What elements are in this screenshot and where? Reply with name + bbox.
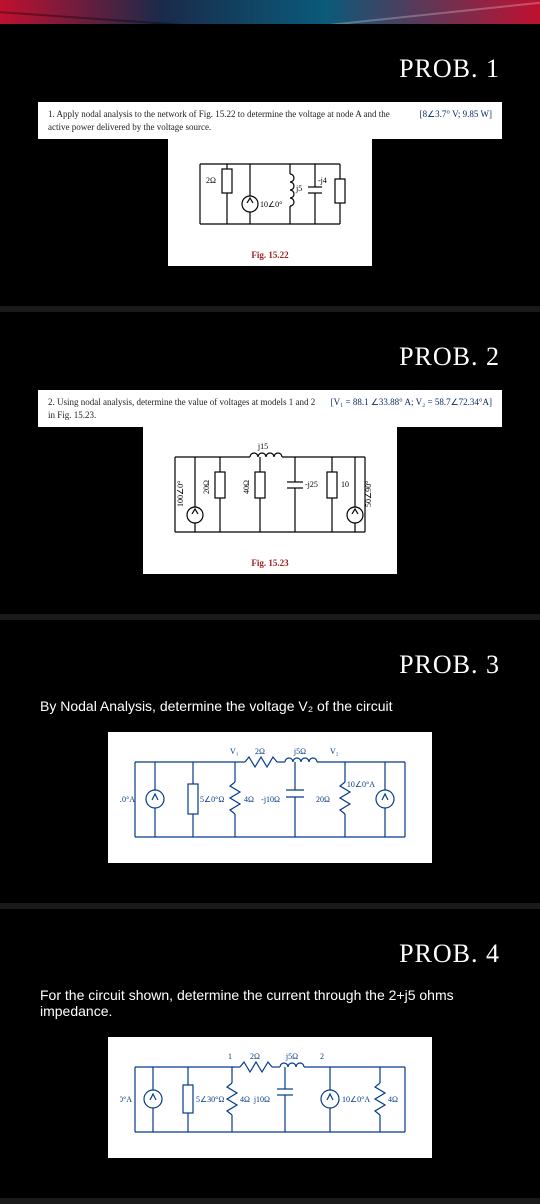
coil-label: j5 [295, 184, 302, 193]
z2-label: 4Ω [244, 795, 254, 804]
circuit-diagram-2: j15 100∠0° 20Ω 40Ω [155, 437, 385, 547]
r2-label: 40Ω [242, 480, 251, 494]
figure-caption: Fig. 15.23 [155, 558, 385, 568]
slide-title: PROB. 4 [20, 939, 500, 969]
src-l-label: 8∠0°A [120, 795, 135, 804]
top-r-label: 2Ω [250, 1052, 260, 1061]
figure-caption: Fig. 15.22 [180, 250, 360, 260]
z1-label: 5∠0°Ω [200, 795, 224, 804]
prob-number: 1. [48, 109, 55, 119]
figure-4: 1 2 2Ω j5Ω 8∠10°A [108, 1037, 432, 1158]
decorative-header [0, 0, 540, 24]
slide-prob-3: PROB. 3 By Nodal Analysis, determine the… [0, 620, 540, 909]
src-m-label: 10∠0°A [342, 1095, 370, 1104]
z2-label: 4Ω [240, 1095, 250, 1104]
problem-statement: 1. Apply nodal analysis to the network o… [38, 102, 502, 139]
src-r-label: 50∠90° [364, 481, 373, 507]
src-l-label: 100∠0° [176, 481, 185, 507]
z3-label: 4Ω [388, 1095, 398, 1104]
circuit-diagram-4: 1 2 2Ω j5Ω 8∠10°A [120, 1047, 420, 1147]
r1-label: 20Ω [202, 480, 211, 494]
cap-label: j10Ω [253, 1095, 270, 1104]
z1-label: 5∠30°Ω [196, 1095, 224, 1104]
slide-title: PROB. 2 [20, 342, 500, 372]
cap-label: -j10Ω [261, 795, 280, 804]
r3-label: 10 [341, 480, 349, 489]
problem-body: By Nodal Analysis, determine the voltage… [40, 698, 500, 714]
answer-text: [8∠3.7° V; 9.85 W] [420, 108, 492, 133]
z3-label: 20Ω [316, 795, 330, 804]
problem-body: For the circuit shown, determine the cur… [40, 987, 500, 1019]
n2-label: 2 [320, 1052, 324, 1061]
prob-text: Using nodal analysis, determine the valu… [48, 397, 315, 420]
answer-text: [V₁ = 88.1 ∠33.88° A; V₂ = 58.7∠72.34°A] [331, 396, 492, 421]
prob-text: Apply nodal analysis to the network of F… [48, 109, 390, 132]
top-l-label: j5Ω [285, 1052, 298, 1061]
problem-statement: 2. Using nodal analysis, determine the v… [38, 390, 502, 427]
slide-prob-2: PROB. 2 2. Using nodal analysis, determi… [0, 312, 540, 620]
slide-prob-4: PROB. 4 For the circuit shown, determine… [0, 909, 540, 1204]
circuit-diagram-1: 2Ω 10∠0° j5 -j4 [180, 149, 360, 239]
slide-prob-1: PROB. 1 1. Apply nodal analysis to the n… [0, 24, 540, 312]
v1-label: V₁ [230, 747, 239, 756]
figure-2: j15 100∠0° 20Ω 40Ω [143, 427, 397, 574]
src-label: 10∠0° [260, 200, 282, 209]
top-l-label: j5Ω [293, 747, 306, 756]
r-left-label: 2Ω [206, 176, 216, 185]
n1-label: 1 [228, 1052, 232, 1061]
top-r-label: 2Ω [255, 747, 265, 756]
slide-title: PROB. 1 [20, 54, 500, 84]
src-r-label: 10∠0°A [347, 780, 375, 789]
figure-1: 2Ω 10∠0° j5 -j4 Fig [168, 139, 372, 266]
v2-label: V₂ [330, 747, 339, 756]
circuit-diagram-3: V₁ V₂ 2Ω j5Ω 8∠ [120, 742, 420, 852]
slide-title: PROB. 3 [20, 650, 500, 680]
figure-3: V₁ V₂ 2Ω j5Ω 8∠ [108, 732, 432, 863]
prob-number: 2. [48, 397, 55, 407]
cap-label: -j25 [305, 480, 318, 489]
top-label: j15 [257, 442, 268, 451]
src-l-label: 8∠10°A [120, 1095, 132, 1104]
cap-label: -j4 [318, 176, 327, 185]
